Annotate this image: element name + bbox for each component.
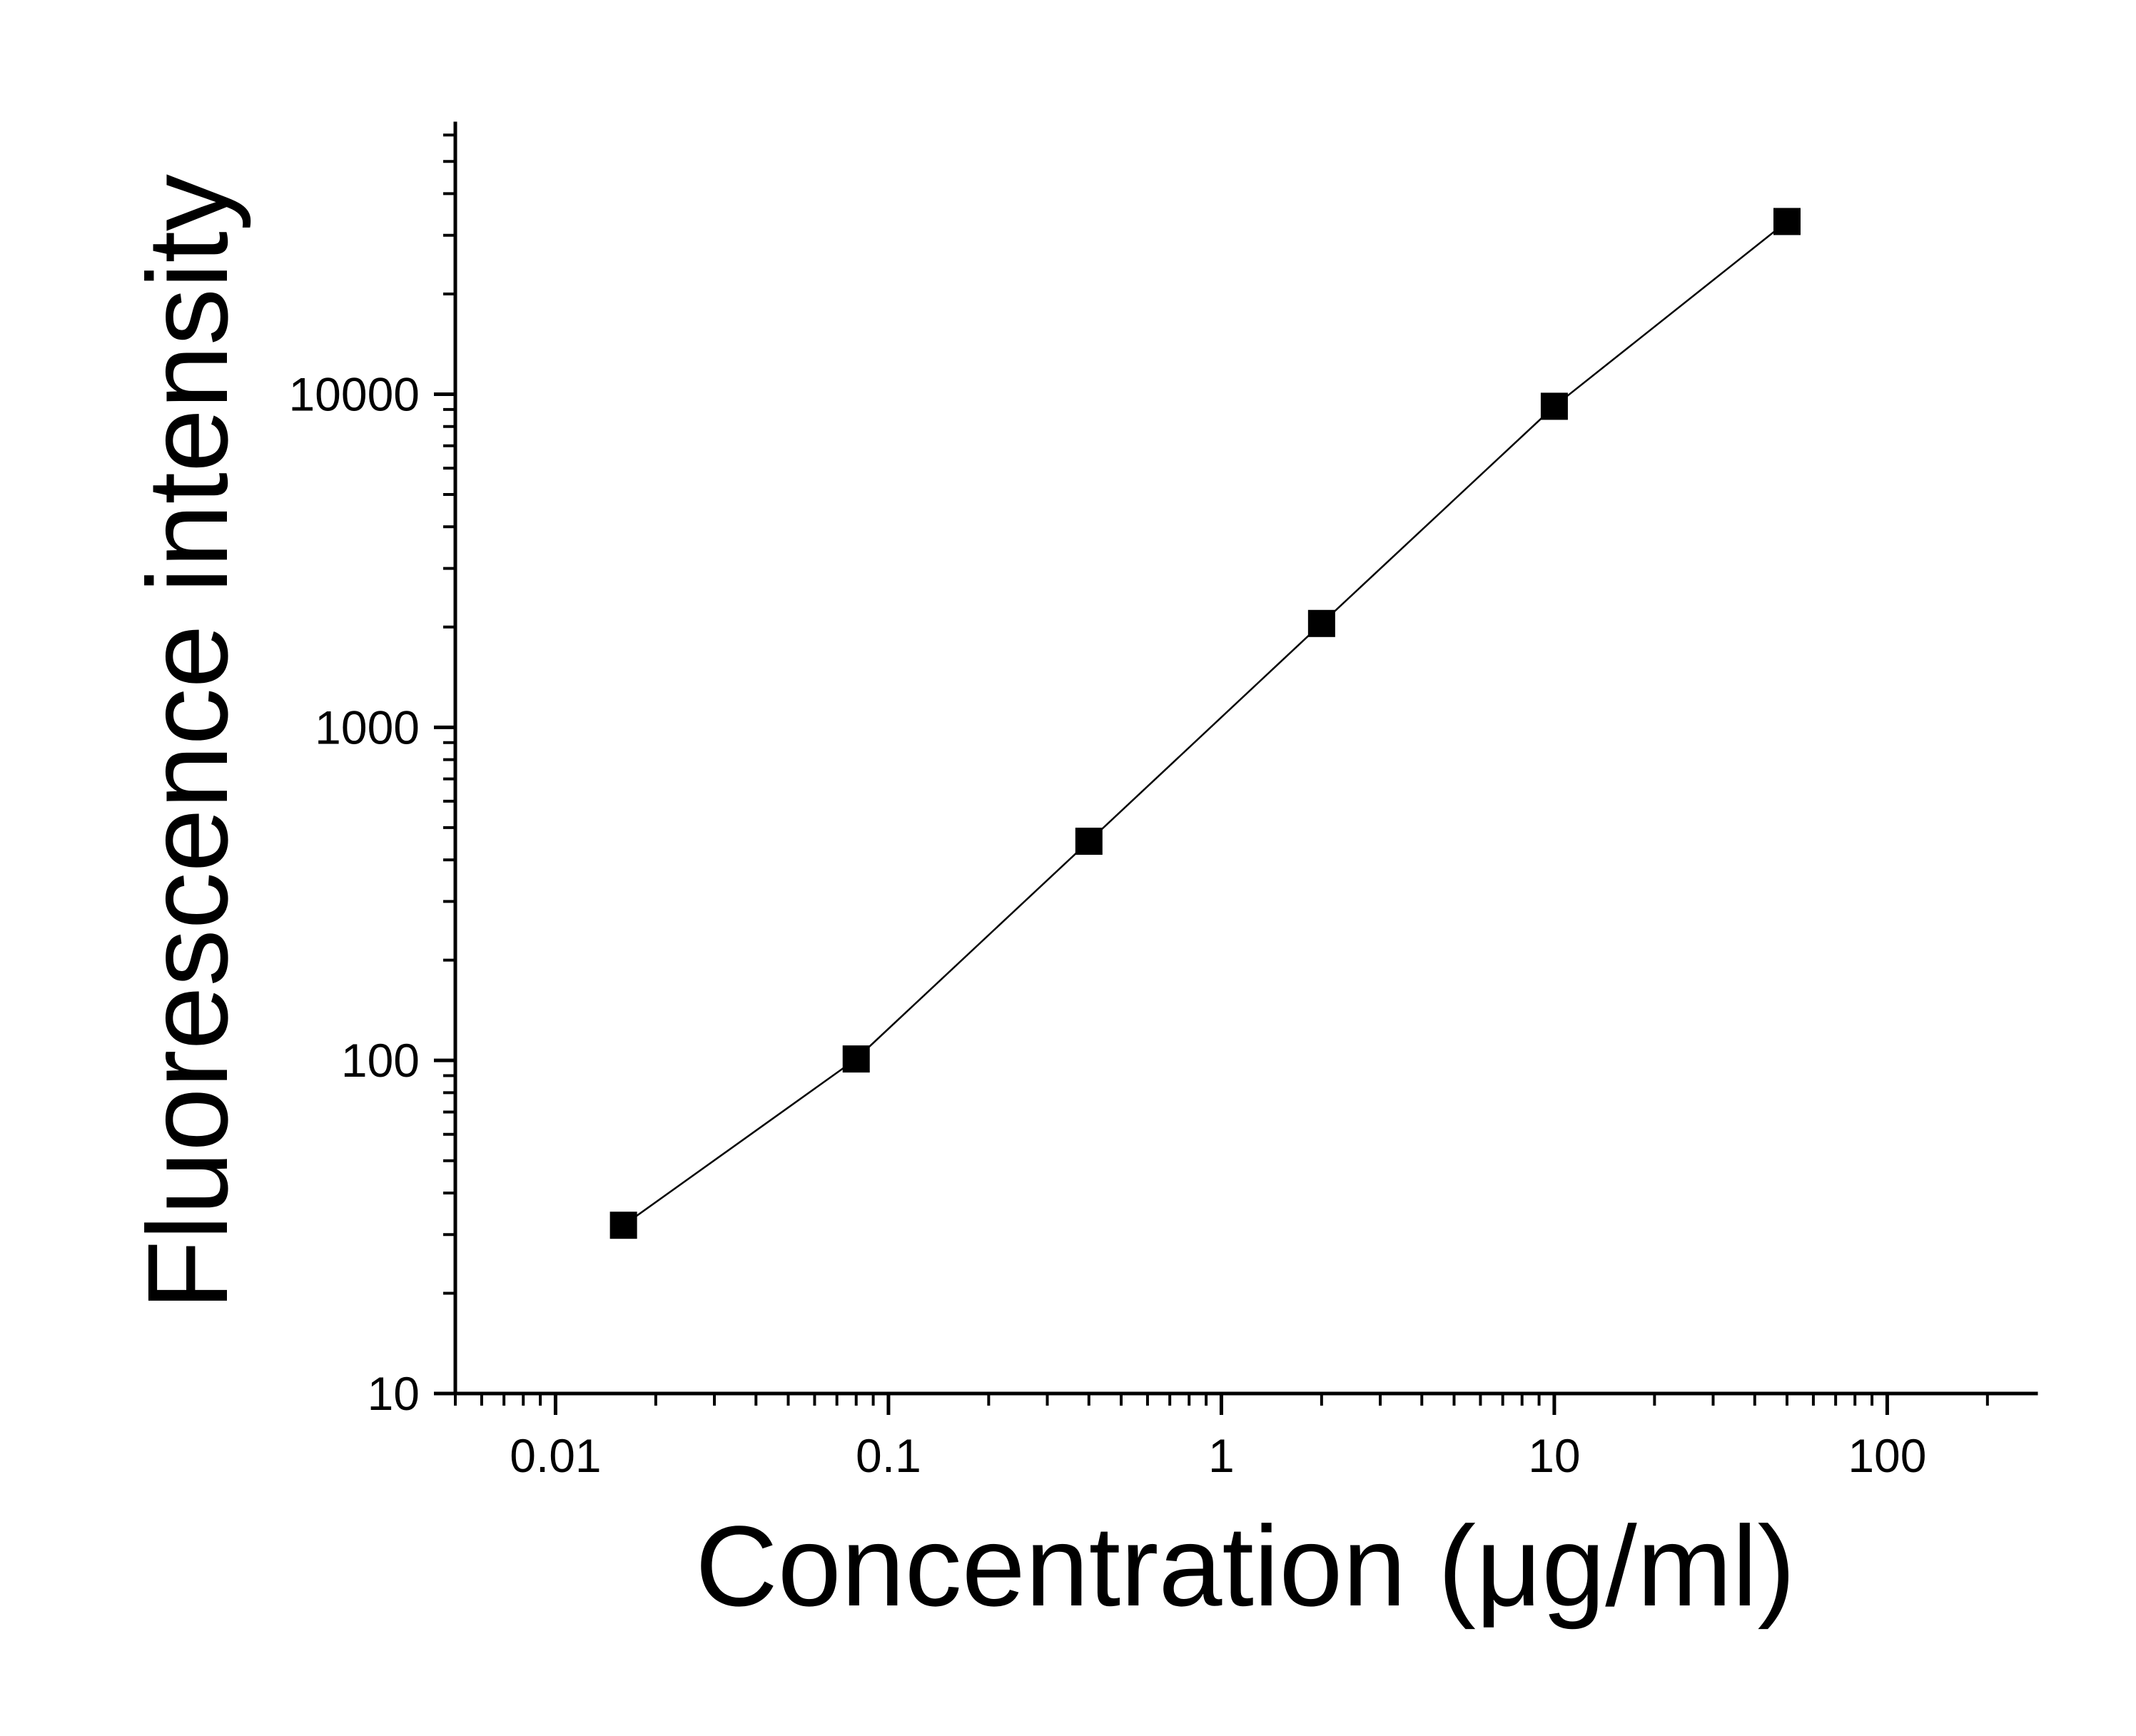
x-axis-title: Concentration (μg/ml): [695, 1502, 1796, 1630]
data-point: [1307, 609, 1335, 637]
data-point: [842, 1045, 870, 1073]
x-tick-label: 1: [1208, 1429, 1235, 1482]
x-axis: 0.01 0.1 1 10 100: [453, 1391, 2038, 1482]
x-tick-label: 0.1: [856, 1429, 921, 1482]
y-tick-label: 100: [341, 1034, 420, 1087]
x-tick-label: 0.01: [510, 1429, 601, 1482]
data-point: [1075, 827, 1103, 855]
y-tick-label: 10: [368, 1367, 420, 1420]
data-point: [1773, 208, 1801, 235]
x-tick-label: 100: [1848, 1429, 1926, 1482]
x-tick-label: 10: [1528, 1429, 1580, 1482]
y-axis: 10 100 1000 10000: [288, 121, 457, 1420]
series-line: [622, 220, 1788, 1227]
y-tick-label: 10000: [288, 367, 420, 420]
y-tick-label: 1000: [315, 701, 420, 753]
data-point: [1540, 392, 1568, 420]
data-point: [609, 1212, 637, 1239]
y-axis-title: Fluorescence intensity: [123, 174, 251, 1310]
series-layer: [609, 208, 1801, 1239]
